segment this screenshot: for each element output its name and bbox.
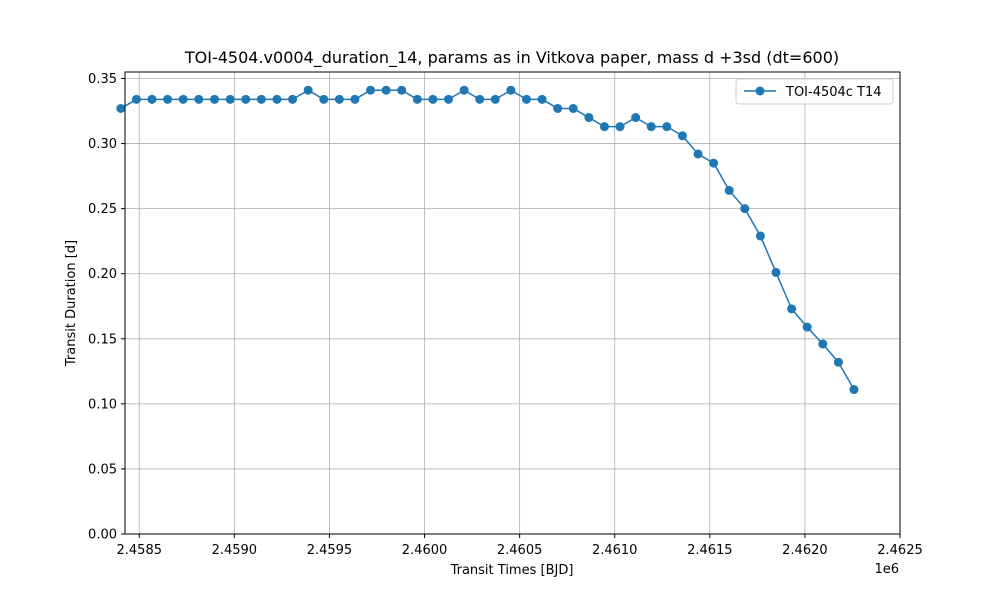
x-axis: 2.4585 2.4590 2.4595 2.4600 2.4605 2.4610 2.46… (117, 534, 923, 558)
data-point (131, 94, 141, 104)
y-axis-label: Transit Duration [d] (64, 240, 79, 367)
data-point (521, 94, 531, 104)
data-point (802, 322, 812, 332)
x-tick-label: 2.4625 (877, 543, 923, 558)
data-point (366, 85, 376, 95)
chart-title: TOI-4504.v0004_duration_14, params as in… (184, 48, 839, 68)
data-point (350, 94, 360, 104)
series-line (120, 89, 855, 390)
data-point (241, 94, 251, 104)
data-point (303, 85, 313, 95)
x-tick-label: 2.4615 (687, 543, 733, 558)
y-tick-label: 0.20 (88, 267, 117, 282)
data-point (444, 94, 454, 104)
y-tick-label: 0.00 (88, 528, 117, 543)
x-tick-label: 2.4600 (402, 543, 448, 558)
data-point (116, 103, 126, 113)
legend: TOI-4504c T14 (735, 78, 894, 105)
data-point (615, 122, 625, 132)
y-tick-label: 0.10 (88, 397, 117, 412)
data-point (709, 158, 719, 168)
data-point (599, 122, 609, 132)
y-tick-label: 0.35 (88, 72, 117, 87)
data-point (740, 204, 750, 214)
data-point (490, 94, 500, 104)
data-point (319, 94, 329, 104)
grid (125, 72, 901, 535)
data-point (412, 94, 422, 104)
data-point (194, 94, 204, 104)
data-point (163, 94, 173, 104)
data-point (147, 94, 157, 104)
legend-marker (755, 86, 765, 96)
legend-box (735, 78, 894, 105)
data-point (568, 103, 578, 113)
y-tick-label: 0.25 (88, 202, 117, 217)
data-point (771, 267, 781, 277)
x-tick-label: 2.4620 (782, 543, 828, 558)
x-axis-label: Transit Times [BJD] (450, 563, 574, 578)
data-point (755, 231, 765, 241)
y-tick-label: 0.15 (88, 332, 117, 347)
data-point (677, 131, 687, 141)
data-point (849, 385, 859, 395)
series-layer (116, 85, 859, 395)
data-point (272, 94, 282, 104)
data-point (475, 94, 485, 104)
x-offset-label: 1e6 (874, 562, 899, 577)
x-tick-label: 2.4610 (592, 543, 638, 558)
y-tick-label: 0.30 (88, 137, 117, 152)
data-point (210, 94, 220, 104)
data-point (693, 149, 703, 159)
data-point (537, 94, 547, 104)
data-point (646, 122, 656, 132)
data-point (225, 94, 235, 104)
data-point (553, 103, 563, 113)
data-point (506, 85, 516, 95)
x-tick-label: 2.4590 (212, 543, 258, 558)
data-point (459, 85, 469, 95)
data-point (833, 357, 843, 367)
x-tick-label: 2.4605 (497, 543, 543, 558)
legend-label: TOI-4504c T14 (785, 85, 882, 100)
data-point (724, 185, 734, 195)
data-point (631, 113, 641, 123)
data-point (787, 304, 797, 314)
data-point (334, 94, 344, 104)
data-point (178, 94, 188, 104)
data-point (428, 94, 438, 104)
plot-frame (124, 71, 901, 535)
data-point (381, 85, 391, 95)
y-tick-label: 0.05 (88, 462, 117, 477)
data-point (584, 113, 594, 123)
x-tick-label: 2.4595 (307, 543, 353, 558)
data-point (288, 94, 298, 104)
x-tick-label: 2.4585 (117, 543, 163, 558)
data-point (818, 339, 828, 349)
data-point (256, 94, 266, 104)
data-point (662, 122, 672, 132)
data-point (397, 85, 407, 95)
y-axis: 0.00 0.05 0.10 0.15 0.20 0.25 0.30 0.35 (88, 72, 125, 543)
